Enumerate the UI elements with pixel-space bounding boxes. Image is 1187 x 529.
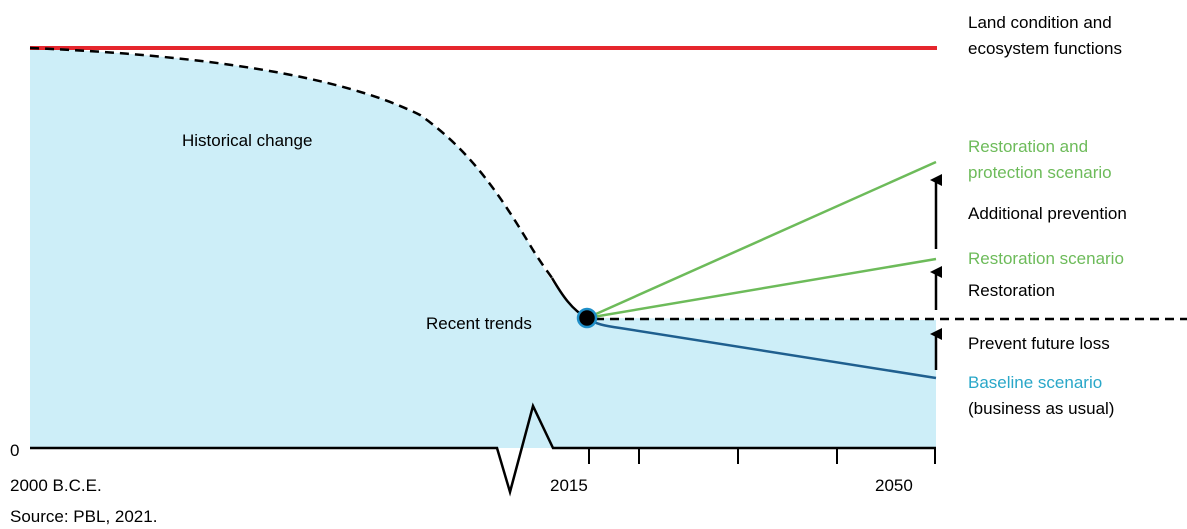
- source-note: Source: PBL, 2021.: [10, 507, 157, 526]
- restoration-protection-label-2: protection scenario: [968, 163, 1112, 182]
- condition-area: [30, 48, 936, 448]
- restoration-protection-label-1: Restoration and: [968, 137, 1088, 156]
- additional-prevention-label: Additional prevention: [968, 204, 1127, 223]
- top-line-label-1: Land condition and: [968, 13, 1112, 32]
- present-marker: [576, 307, 598, 329]
- baseline-scenario-sublabel: (business as usual): [968, 399, 1114, 418]
- prevent-future-loss-label: Prevent future loss: [968, 334, 1110, 353]
- restoration-line: [586, 257, 937, 320]
- historical-change-label: Historical change: [182, 131, 312, 150]
- restoration-scenario-label: Restoration scenario: [968, 249, 1124, 268]
- recent-trends-label: Recent trends: [426, 314, 532, 333]
- restoration-label: Restoration: [968, 281, 1055, 300]
- axis-zero-label: 0: [10, 441, 19, 460]
- historical-curve: [29, 46, 554, 279]
- axis-start-label: 2000 B.C.E.: [10, 476, 102, 495]
- top-line-label-2: ecosystem functions: [968, 39, 1122, 58]
- x-axis: [30, 402, 936, 497]
- axis-end-label: 2050: [875, 476, 913, 495]
- restoration-protection-line: [586, 160, 937, 320]
- baseline-scenario-label: Baseline scenario: [968, 373, 1102, 392]
- axis-mid-label: 2015: [550, 476, 588, 495]
